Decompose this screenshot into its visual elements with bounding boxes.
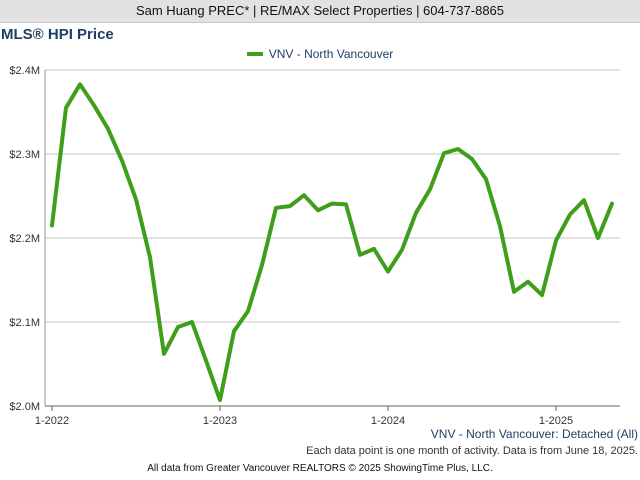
grid-lines (45, 69, 620, 323)
x-tick-label: 1-2022 (35, 415, 69, 427)
y-tick-label: $2.4M (9, 65, 40, 77)
agent-banner-text: Sam Huang PREC* | RE/MAX Select Properti… (135, 3, 505, 18)
data-source-footer: All data from Greater Vancouver REALTORS… (147, 463, 493, 474)
y-tick-labels: $2.0M $2.1M $2.2M $2.3M $2.4M (9, 65, 40, 413)
y-tick-label: $2.3M (9, 149, 40, 161)
y-tick-label: $2.1M (9, 317, 40, 329)
axes (44, 70, 620, 411)
x-tick-label: 1-2025 (539, 415, 573, 427)
legend-label: VNV - North Vancouver (268, 47, 394, 61)
y-tick-label: $2.2M (9, 233, 40, 245)
x-tick-label: 1-2024 (371, 415, 405, 427)
agent-banner: Sam Huang PREC* | RE/MAX Select Properti… (0, 0, 640, 23)
x-tick-labels: 1-2022 1-2023 1-2024 1-2025 (35, 415, 573, 427)
x-tick-label: 1-2023 (203, 415, 237, 427)
y-tick-label: $2.0M (9, 401, 40, 413)
chart-legend: VNV - North Vancouver (0, 45, 640, 63)
series-lines (50, 82, 614, 403)
chart-subtitle: VNV - North Vancouver: Detached (All) (430, 427, 638, 441)
chart-title: MLS® HPI Price (1, 26, 114, 43)
legend-swatch (246, 52, 263, 56)
data-note: Each data point is one month of activity… (306, 445, 638, 457)
series-line-north-vancouver (50, 82, 614, 403)
